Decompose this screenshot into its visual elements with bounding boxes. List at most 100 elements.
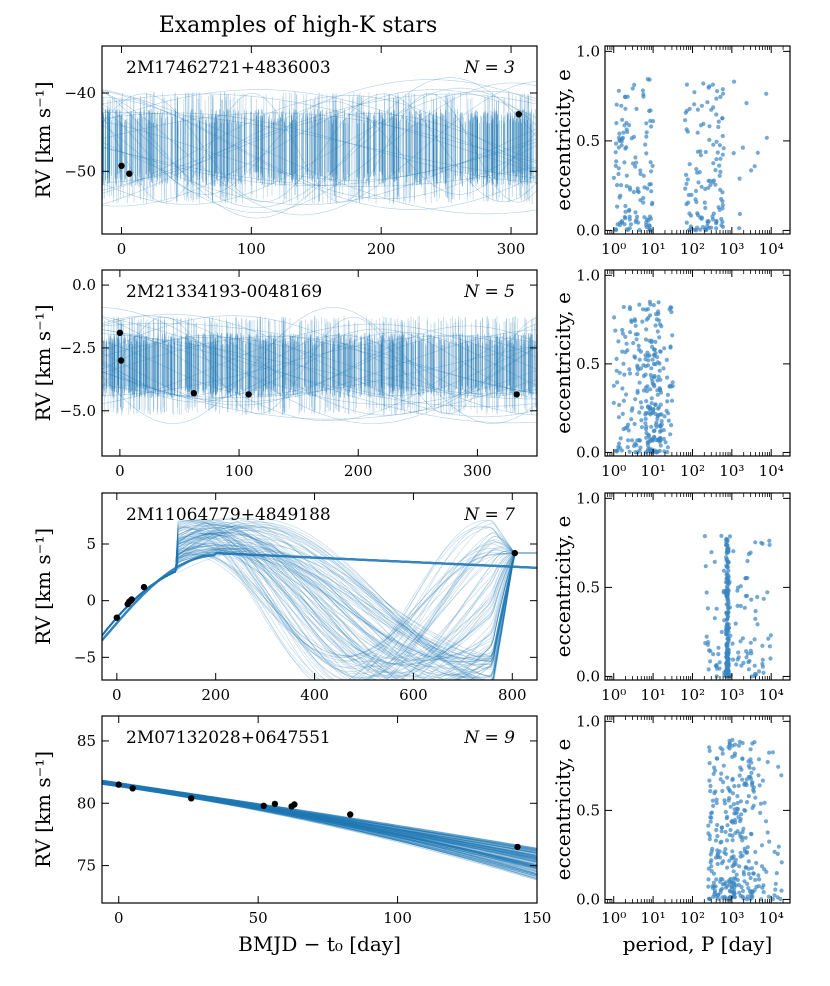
ecc-sample-point xyxy=(617,402,622,408)
ecc-sample-point xyxy=(626,208,632,213)
rv-model-sample xyxy=(130,318,132,409)
ecc-sample-point xyxy=(637,302,642,307)
ecc-sample-point xyxy=(722,801,728,806)
ecc-sample-point xyxy=(726,672,731,677)
ecc-sample-point xyxy=(709,849,714,854)
rv-model-sample xyxy=(102,307,537,424)
rv-model-sample xyxy=(221,99,223,198)
rv-model-sample xyxy=(102,782,537,868)
rv-model-sample xyxy=(407,322,410,408)
ecc-sample-point xyxy=(640,88,646,93)
rv-model-sample xyxy=(175,92,177,202)
ecc-sample-point xyxy=(732,79,737,84)
rv-model-sample xyxy=(102,780,537,869)
ecc-sample-point xyxy=(686,192,691,198)
rv-model-sample xyxy=(102,518,537,680)
rv-model-sample xyxy=(139,96,142,198)
rv-model-sample xyxy=(102,549,537,662)
rv-model-sample xyxy=(182,98,185,196)
ecc-sample-point xyxy=(623,203,628,209)
rv-model-sample xyxy=(102,540,537,671)
ecc-sample-point xyxy=(730,838,735,843)
ecc-sample-point xyxy=(746,667,752,672)
ecc-sample-point xyxy=(726,606,731,611)
ecc-sample-point xyxy=(668,432,673,437)
rv-model-sample xyxy=(156,319,158,415)
ecc-sample-point xyxy=(760,657,765,662)
rv-model-sample xyxy=(112,316,115,413)
rv-model-sample xyxy=(132,317,135,415)
rv-model-sample xyxy=(102,782,537,850)
rv-model-sample xyxy=(102,527,537,680)
ecc-sample-point xyxy=(741,869,746,875)
ecc-sample-point xyxy=(720,788,725,794)
ecc-sample-point xyxy=(634,443,639,448)
rv-model-sample xyxy=(313,321,316,413)
ecc-sample-point xyxy=(695,130,700,135)
ecc-sample-point xyxy=(655,416,660,421)
ecc-sample-point xyxy=(704,634,709,639)
ecc-sample-point xyxy=(705,219,710,224)
ecc-sample-point xyxy=(775,851,780,857)
rv-model-sample xyxy=(534,323,536,408)
ecc-sample-point xyxy=(721,780,726,785)
ecc-y-axis-label: eccentricity, e xyxy=(551,516,575,658)
ecc-sample-point xyxy=(726,568,731,573)
ecc-sample-point xyxy=(779,888,784,893)
ecc-sample-point xyxy=(748,550,753,555)
ecc-sample-point xyxy=(644,223,649,228)
ecc-sample-point xyxy=(724,617,730,622)
y-tick-label: −5 xyxy=(74,648,96,666)
rv-model-sample xyxy=(166,99,168,203)
rv-model-sample xyxy=(102,781,537,863)
rv-model-sample xyxy=(485,316,488,416)
ecc-sample-point xyxy=(616,339,621,344)
rv-model-sample xyxy=(102,549,537,661)
rv-model-sample xyxy=(184,94,186,201)
ecc-sample-point xyxy=(619,219,625,224)
ecc-sample-point xyxy=(632,82,637,87)
rv-model-sample xyxy=(102,782,537,867)
ecc-sample-point xyxy=(644,151,649,156)
rv-model-sample xyxy=(116,319,118,415)
rv-model-sample xyxy=(102,547,537,661)
ecc-sample-point xyxy=(746,660,751,665)
rv-model-sample xyxy=(259,315,262,414)
rv-model-sample xyxy=(514,323,517,415)
rv-model-sample xyxy=(102,781,537,868)
rv-model-sample xyxy=(102,779,537,850)
rv-model-sample xyxy=(528,94,530,201)
rv-model-sample xyxy=(339,99,341,198)
ecc-sample-point xyxy=(649,438,654,443)
ecc-sample-point xyxy=(634,160,639,165)
ecc-sample-point xyxy=(624,127,629,132)
rv-model-sample xyxy=(383,93,386,199)
ecc-sample-point xyxy=(753,849,758,855)
ecc-sample-point xyxy=(750,780,755,785)
rv-model-sample xyxy=(334,95,337,196)
ecc-sample-point xyxy=(651,382,657,387)
ecc-sample-point xyxy=(732,811,737,816)
rv-model-sample xyxy=(138,319,140,411)
ecc-sample-point xyxy=(657,387,663,392)
ecc-sample-point xyxy=(646,405,651,410)
rv-model-sample xyxy=(102,783,537,877)
ecc-sample-point xyxy=(756,884,761,889)
ecc-sample-point xyxy=(617,223,623,228)
rv-model-sample xyxy=(102,545,537,665)
rv-model-sample xyxy=(102,780,537,859)
x-tick-label: 300 xyxy=(463,462,492,480)
ecc-sample-point xyxy=(665,445,671,450)
ecc-sample-point xyxy=(714,797,719,802)
rv-model-sample xyxy=(221,99,223,196)
ecc-sample-point xyxy=(634,337,639,342)
rv-model-sample xyxy=(102,536,537,674)
ecc-sample-point xyxy=(635,371,640,377)
ecc-sample-point xyxy=(715,854,721,860)
ecc-x-axis-label: period, P [day] xyxy=(623,932,773,956)
ecc-sample-point xyxy=(627,185,633,190)
rv-model-sample xyxy=(102,532,537,678)
ecc-sample-point xyxy=(659,419,664,424)
rv-model-sample xyxy=(234,92,236,203)
rv-model-sample xyxy=(102,538,537,672)
